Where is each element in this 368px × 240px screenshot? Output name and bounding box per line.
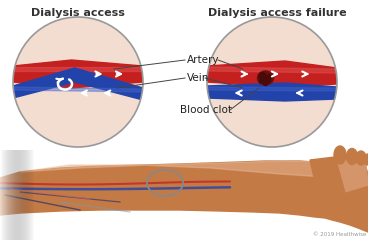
Circle shape [263, 80, 268, 85]
Polygon shape [13, 60, 143, 88]
Text: Dialysis access failure: Dialysis access failure [208, 8, 346, 18]
Polygon shape [207, 83, 337, 101]
Text: Dialysis access: Dialysis access [31, 8, 125, 18]
Ellipse shape [258, 71, 273, 85]
Circle shape [265, 77, 270, 83]
Circle shape [267, 74, 272, 79]
Polygon shape [13, 68, 143, 100]
Ellipse shape [347, 149, 357, 164]
Polygon shape [310, 157, 345, 195]
Polygon shape [20, 161, 368, 178]
Ellipse shape [364, 154, 368, 165]
Circle shape [259, 72, 266, 79]
Text: © 2019 Healthwise: © 2019 Healthwise [313, 232, 366, 237]
Circle shape [13, 17, 143, 147]
Ellipse shape [353, 161, 368, 183]
Ellipse shape [334, 146, 346, 164]
Polygon shape [13, 67, 143, 71]
Polygon shape [13, 87, 143, 92]
Text: Artery: Artery [187, 55, 219, 65]
Polygon shape [0, 158, 368, 232]
Polygon shape [207, 67, 337, 73]
Ellipse shape [356, 151, 366, 165]
Circle shape [259, 79, 263, 83]
Polygon shape [207, 87, 337, 91]
Text: Vein: Vein [187, 73, 209, 83]
Polygon shape [325, 155, 368, 192]
Text: Blood clot: Blood clot [180, 105, 232, 115]
Polygon shape [207, 61, 337, 87]
Circle shape [207, 17, 337, 147]
